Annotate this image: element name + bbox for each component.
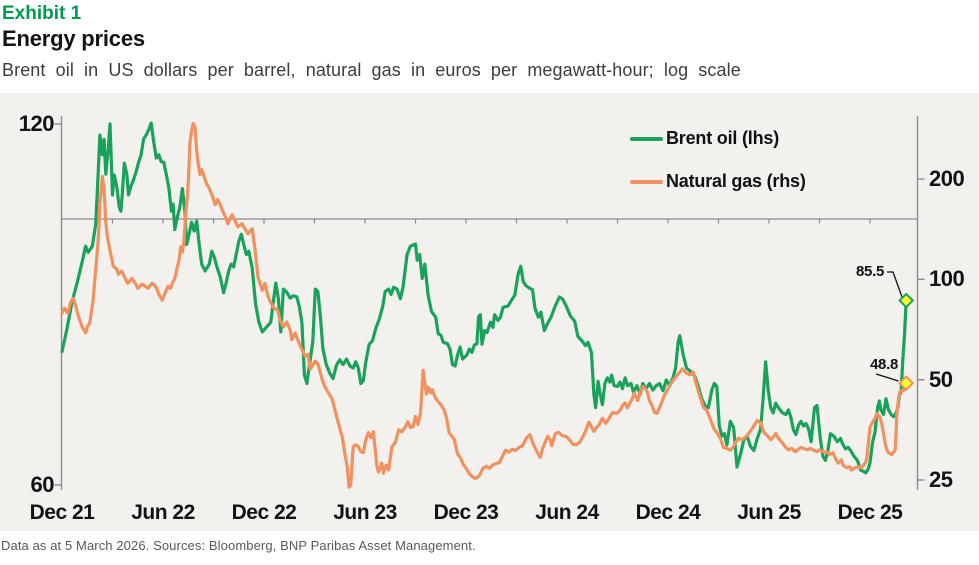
annotation-label-gas: 48.8 [870, 356, 898, 373]
x-axis-label-dec22: Dec 22 [231, 501, 297, 524]
legend-label-gas: Natural gas (rhs) [666, 171, 806, 191]
x-axis-label-dec24: Dec 24 [635, 501, 701, 524]
x-axis-label-jun22: Jun 22 [131, 501, 195, 524]
right-axis-label-200: 200 [929, 166, 965, 191]
right-axis-label-25: 25 [929, 467, 953, 492]
legend-swatch-brent [630, 137, 663, 141]
annotation-label-brent: 85.5 [856, 263, 884, 280]
x-axis-label-jun25: Jun 25 [737, 501, 801, 524]
legend-label-brent: Brent oil (lhs) [666, 128, 779, 148]
x-axis-label-dec23: Dec 23 [433, 501, 499, 524]
chart-subtitle: Brent oil in US dollars per barrel, natu… [2, 60, 741, 80]
plot-background [0, 93, 979, 531]
x-axis-label-jun23: Jun 23 [333, 501, 397, 524]
source-note: Data as at 5 March 2026. Sources: Bloomb… [1, 538, 476, 553]
right-axis-label-100: 100 [929, 266, 965, 291]
x-axis-label-dec25: Dec 25 [837, 501, 903, 524]
legend-swatch-gas [630, 180, 663, 184]
left-axis-label-60: 60 [30, 472, 55, 497]
x-axis-label-dec21: Dec 21 [29, 501, 95, 524]
page-title: Energy prices [2, 26, 145, 51]
exhibit-label: Exhibit 1 [2, 3, 82, 24]
x-axis-label-jun24: Jun 24 [535, 501, 599, 524]
right-axis-label-50: 50 [929, 367, 953, 392]
left-axis-label-120: 120 [18, 111, 55, 136]
